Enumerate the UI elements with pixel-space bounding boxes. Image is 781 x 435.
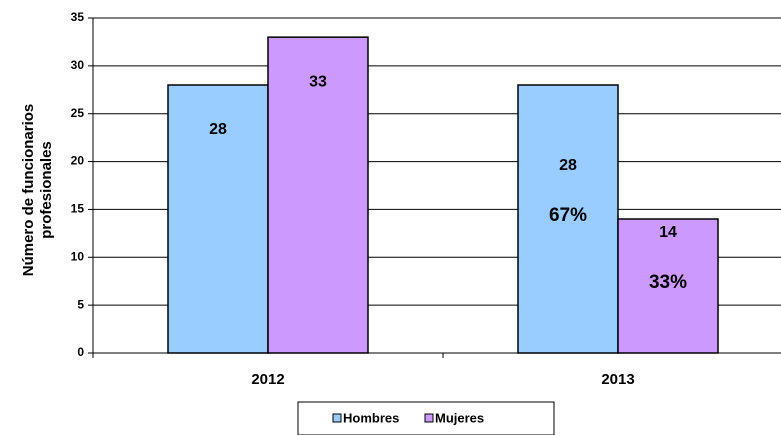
data-label: 28 bbox=[209, 121, 227, 138]
legend-swatch bbox=[332, 413, 342, 423]
data-label: 33 bbox=[309, 73, 327, 90]
data-label: 14 bbox=[659, 224, 677, 241]
y-tick-label: 30 bbox=[71, 58, 85, 72]
y-tick-label: 35 bbox=[71, 10, 85, 24]
y-tick-label: 5 bbox=[77, 297, 84, 311]
y-tick-label: 15 bbox=[71, 202, 85, 216]
bar bbox=[517, 84, 619, 354]
legend-label: Mujeres bbox=[435, 410, 484, 425]
bar bbox=[617, 218, 719, 354]
y-tick-label: 0 bbox=[77, 345, 84, 359]
x-tick-label: 2012 bbox=[251, 371, 284, 388]
annotation: 67% bbox=[549, 205, 587, 226]
bar bbox=[267, 36, 369, 354]
y-axis-title: Número de funcionarios profesionales bbox=[20, 103, 55, 277]
y-tick-label: 25 bbox=[71, 106, 85, 120]
y-tick-label: 20 bbox=[71, 154, 85, 168]
y-tick-label: 10 bbox=[71, 249, 85, 263]
annotation: 33% bbox=[649, 272, 687, 293]
bar bbox=[167, 84, 269, 354]
data-label: 28 bbox=[559, 157, 577, 174]
x-tick-label: 2013 bbox=[601, 371, 634, 388]
legend-swatch bbox=[424, 413, 434, 423]
legend-label: Hombres bbox=[343, 410, 399, 425]
